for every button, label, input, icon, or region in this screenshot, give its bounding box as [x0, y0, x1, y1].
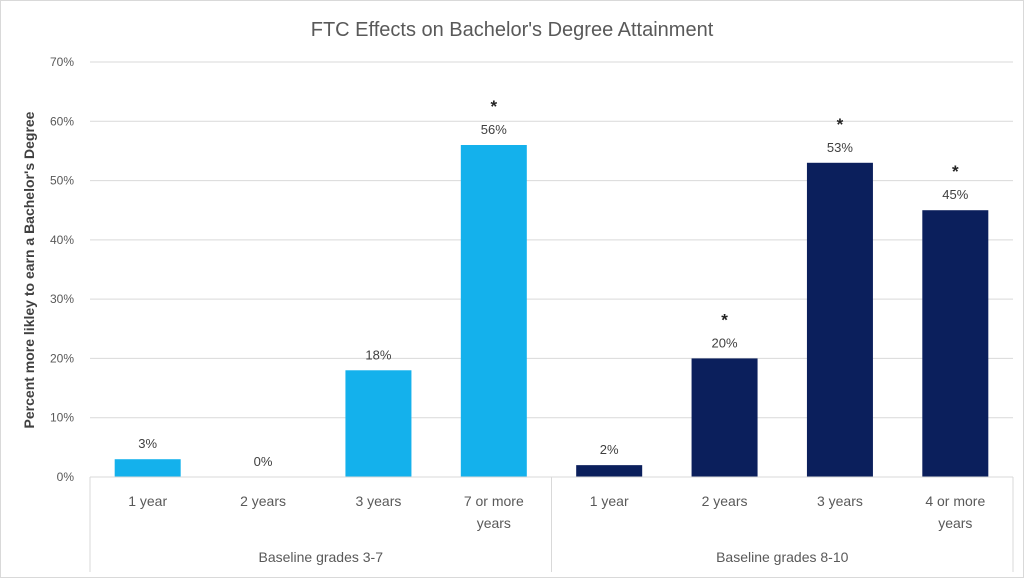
- data-label: 2%: [600, 442, 619, 457]
- bar: [691, 358, 758, 477]
- data-label: 18%: [365, 347, 391, 362]
- bar: [806, 162, 873, 478]
- data-label: 45%: [942, 187, 968, 202]
- x-tick-label: years: [938, 515, 972, 531]
- y-tick-label: 30%: [50, 292, 74, 306]
- y-tick-label: 50%: [50, 174, 74, 188]
- x-tick-label: 1 year: [128, 493, 167, 509]
- significance-marker: *: [837, 115, 844, 134]
- bar: [922, 210, 989, 477]
- significance-marker: *: [952, 162, 959, 181]
- y-axis-label: Percent more likley to earn a Bachelor's…: [21, 111, 37, 428]
- bar: [114, 459, 181, 477]
- x-tick-label: 7 or more: [464, 493, 524, 509]
- y-tick-label: 70%: [50, 55, 74, 69]
- bar: [460, 145, 527, 477]
- significance-marker: *: [491, 97, 498, 116]
- group-label: Baseline grades 3-7: [258, 549, 383, 565]
- significance-marker: *: [721, 310, 728, 329]
- y-tick-label: 40%: [50, 233, 74, 247]
- x-tick-label: years: [477, 515, 511, 531]
- data-label: 53%: [827, 140, 853, 155]
- bar: [345, 370, 412, 477]
- y-tick-label: 0%: [57, 470, 75, 484]
- data-label: 0%: [254, 454, 273, 469]
- x-tick-label: 2 years: [702, 493, 748, 509]
- x-tick-label: 1 year: [590, 493, 629, 509]
- data-label: 20%: [712, 335, 738, 350]
- data-label: 3%: [138, 436, 157, 451]
- chart-title: FTC Effects on Bachelor's Degree Attainm…: [311, 19, 714, 41]
- data-label: 56%: [481, 122, 507, 137]
- y-tick-label: 20%: [50, 351, 74, 365]
- x-tick-label: 4 or more: [925, 493, 985, 509]
- x-tick-label: 3 years: [355, 493, 401, 509]
- y-tick-label: 10%: [50, 411, 74, 425]
- group-label: Baseline grades 8-10: [716, 549, 849, 565]
- bar: [576, 465, 643, 477]
- x-tick-label: 2 years: [240, 493, 286, 509]
- y-tick-label: 60%: [50, 114, 74, 128]
- x-tick-label: 3 years: [817, 493, 863, 509]
